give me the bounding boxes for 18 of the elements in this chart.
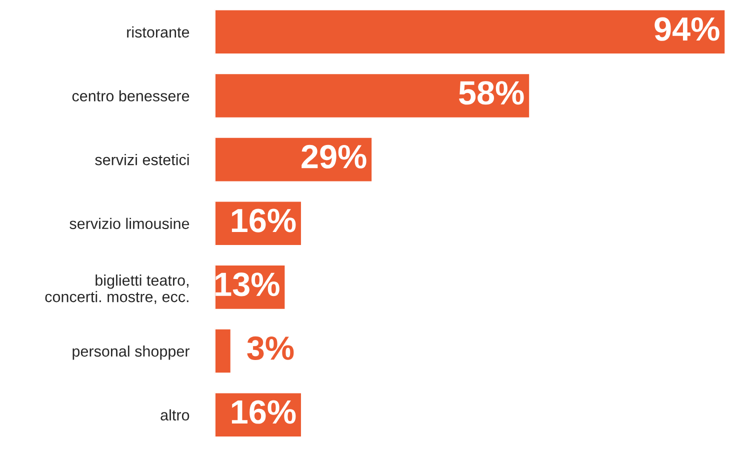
data-label: 58% — [458, 81, 524, 105]
y-tick-label: servizi estetici — [95, 154, 189, 166]
y-tick-label: altro — [160, 409, 190, 421]
y-tick-label: ristorante — [127, 26, 190, 38]
y-tick-label: biglietti teatro, concerti. mostre, ecc. — [45, 274, 188, 304]
data-label: 13% — [216, 272, 280, 296]
bar — [214, 72, 530, 119]
data-label: 16% — [232, 400, 296, 424]
y-tick-label: centro benessere — [72, 90, 190, 102]
bar — [214, 136, 373, 183]
data-label: 29% — [302, 144, 366, 169]
bar — [214, 328, 232, 374]
bar — [214, 8, 726, 55]
y-tick-label: personal shopper — [72, 345, 190, 360]
data-label: 94% — [654, 17, 720, 41]
data-label: 3% — [247, 336, 294, 360]
y-tick-label: servizio limousine — [70, 218, 190, 230]
data-label: 16% — [232, 208, 296, 232]
